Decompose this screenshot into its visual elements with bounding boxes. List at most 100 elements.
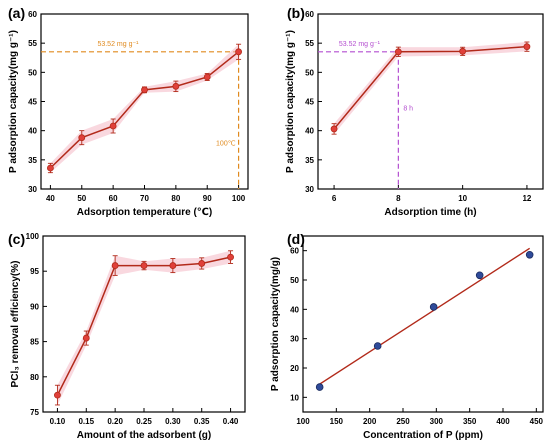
x-tick-label: 0.35 — [194, 417, 210, 426]
data-point — [141, 86, 148, 94]
y-tick-label: 30 — [28, 185, 37, 194]
panel-label: (d) — [287, 231, 305, 247]
panel-label: (b) — [287, 5, 305, 21]
x-tick-label: 12 — [522, 194, 531, 203]
data-point — [78, 134, 86, 142]
data-point — [315, 383, 324, 391]
y-tick-label: 45 — [28, 98, 37, 107]
chart-panel-3: (c) 0.10 0.15 0.20 0.25 0.30 0.35 0.40 75 80 85 90 9… — [8, 231, 246, 440]
x-tick-label: 6 — [332, 194, 337, 203]
y-tick-label: 85 — [30, 338, 39, 347]
x-tick-label: 350 — [463, 417, 477, 426]
x-tick-label: 450 — [530, 417, 544, 426]
chart-panel-2: (b) 6 8 10 12 30 35 40 45 50 55 60 Adsorption time (… — [285, 5, 544, 218]
x-tick-label: 40 — [46, 194, 55, 203]
y-axis-label: P adsorption capacity(mg g⁻¹) — [8, 30, 19, 173]
x-axis-label: Concentration of P (ppm) — [363, 430, 483, 440]
x-tick-label: 10 — [458, 194, 467, 203]
y-axis-label: P adsorption capacity(mg g⁻¹) — [285, 30, 296, 173]
x-tick-label: 0.30 — [165, 417, 181, 426]
x-tick-label: 300 — [430, 417, 444, 426]
error-band — [334, 42, 527, 135]
data-point — [82, 334, 90, 342]
y-tick-label: 100 — [26, 232, 40, 241]
error-band — [50, 44, 239, 173]
y-tick-label: 60 — [28, 10, 37, 19]
x-tick-label: 60 — [109, 194, 118, 203]
plot-frame — [40, 13, 249, 190]
y-tick-label: 40 — [305, 127, 314, 136]
series-line — [49, 51, 240, 169]
y-tick-label: 60 — [305, 10, 314, 19]
x-tick-label: 50 — [77, 194, 86, 203]
x-tick-label: 100 — [232, 194, 246, 203]
data-point — [394, 48, 402, 56]
x-tick-label: 90 — [203, 194, 212, 203]
data-point — [429, 303, 438, 311]
y-tick-label: 50 — [28, 68, 37, 77]
data-point — [459, 47, 467, 55]
data-point — [111, 262, 119, 269]
y-tick-label: 35 — [28, 156, 37, 165]
x-tick-label: 70 — [140, 194, 149, 203]
y-axis-label: PCl₃ removal efficiency(%) — [10, 261, 21, 388]
series-line — [333, 45, 527, 130]
x-axis-label: Adsorption temperature (℃) — [77, 207, 212, 218]
chart-panel-4: (d) 100 150 200 250 300 350 400 450 10 20 30 40 50 60 C… — [270, 231, 544, 440]
panel-label: (c) — [8, 231, 25, 247]
y-tick-label: 90 — [30, 302, 39, 311]
y-tick-label: 75 — [30, 408, 39, 417]
y-axis-label: P adsorption capacity(mg/g) — [270, 257, 281, 391]
y-tick-label: 55 — [28, 39, 37, 48]
data-point — [169, 262, 177, 269]
chart-panel-1: (a) 40 50 60 70 80 90 100 30 35 40 45 50 55 60 Adsorpti… — [8, 5, 249, 218]
data-point — [330, 125, 338, 133]
y-tick-label: 40 — [290, 305, 299, 314]
data-point — [54, 391, 61, 399]
y-tick-label: 35 — [305, 156, 314, 165]
y-tick-label: 20 — [290, 364, 299, 373]
y-tick-label: 50 — [305, 68, 314, 77]
y-tick-label: 30 — [305, 185, 314, 194]
data-point — [198, 260, 206, 267]
x-tick-label: 100 — [296, 417, 310, 426]
y-tick-label: 55 — [305, 39, 314, 48]
data-point — [373, 342, 382, 350]
y-tick-label: 80 — [30, 373, 39, 382]
y-tick-label: 50 — [290, 276, 299, 285]
y-tick-label: 30 — [290, 335, 299, 344]
x-axis-label: Amount of the adsorbent (g) — [77, 430, 211, 440]
annotation-label: 100℃ — [216, 140, 236, 147]
x-tick-label: 400 — [496, 417, 510, 426]
data-point — [227, 253, 234, 261]
data-point — [203, 73, 211, 81]
x-tick-label: 80 — [171, 194, 180, 203]
data-point — [525, 250, 534, 259]
data-point — [109, 122, 117, 130]
data-point — [140, 262, 148, 269]
y-tick-label: 40 — [28, 127, 37, 136]
annotation-label: 8 h — [403, 105, 413, 112]
error-band — [57, 250, 231, 405]
x-axis-label: Adsorption time (h) — [384, 207, 476, 218]
x-tick-label: 0.40 — [223, 417, 239, 426]
y-tick-label: 10 — [290, 393, 299, 402]
y-tick-label: 45 — [305, 98, 314, 107]
y-tick-label: 60 — [290, 247, 299, 256]
x-tick-label: 250 — [396, 417, 410, 426]
y-tick-label: 95 — [30, 267, 39, 276]
fit-line — [319, 247, 531, 385]
x-tick-label: 0.15 — [78, 417, 94, 426]
annotation-label: 53.52 mg g⁻¹ — [97, 41, 139, 48]
x-tick-label: 0.20 — [107, 417, 123, 426]
x-tick-label: 0.25 — [136, 417, 152, 426]
series-line — [56, 256, 231, 396]
annotation-label: 53.52 mg g⁻¹ — [339, 41, 381, 48]
data-point — [235, 48, 242, 56]
x-tick-label: 200 — [363, 417, 377, 426]
data-point — [475, 271, 484, 280]
plot-frame — [302, 235, 544, 413]
data-point — [523, 43, 531, 51]
x-tick-label: 8 — [396, 194, 401, 203]
